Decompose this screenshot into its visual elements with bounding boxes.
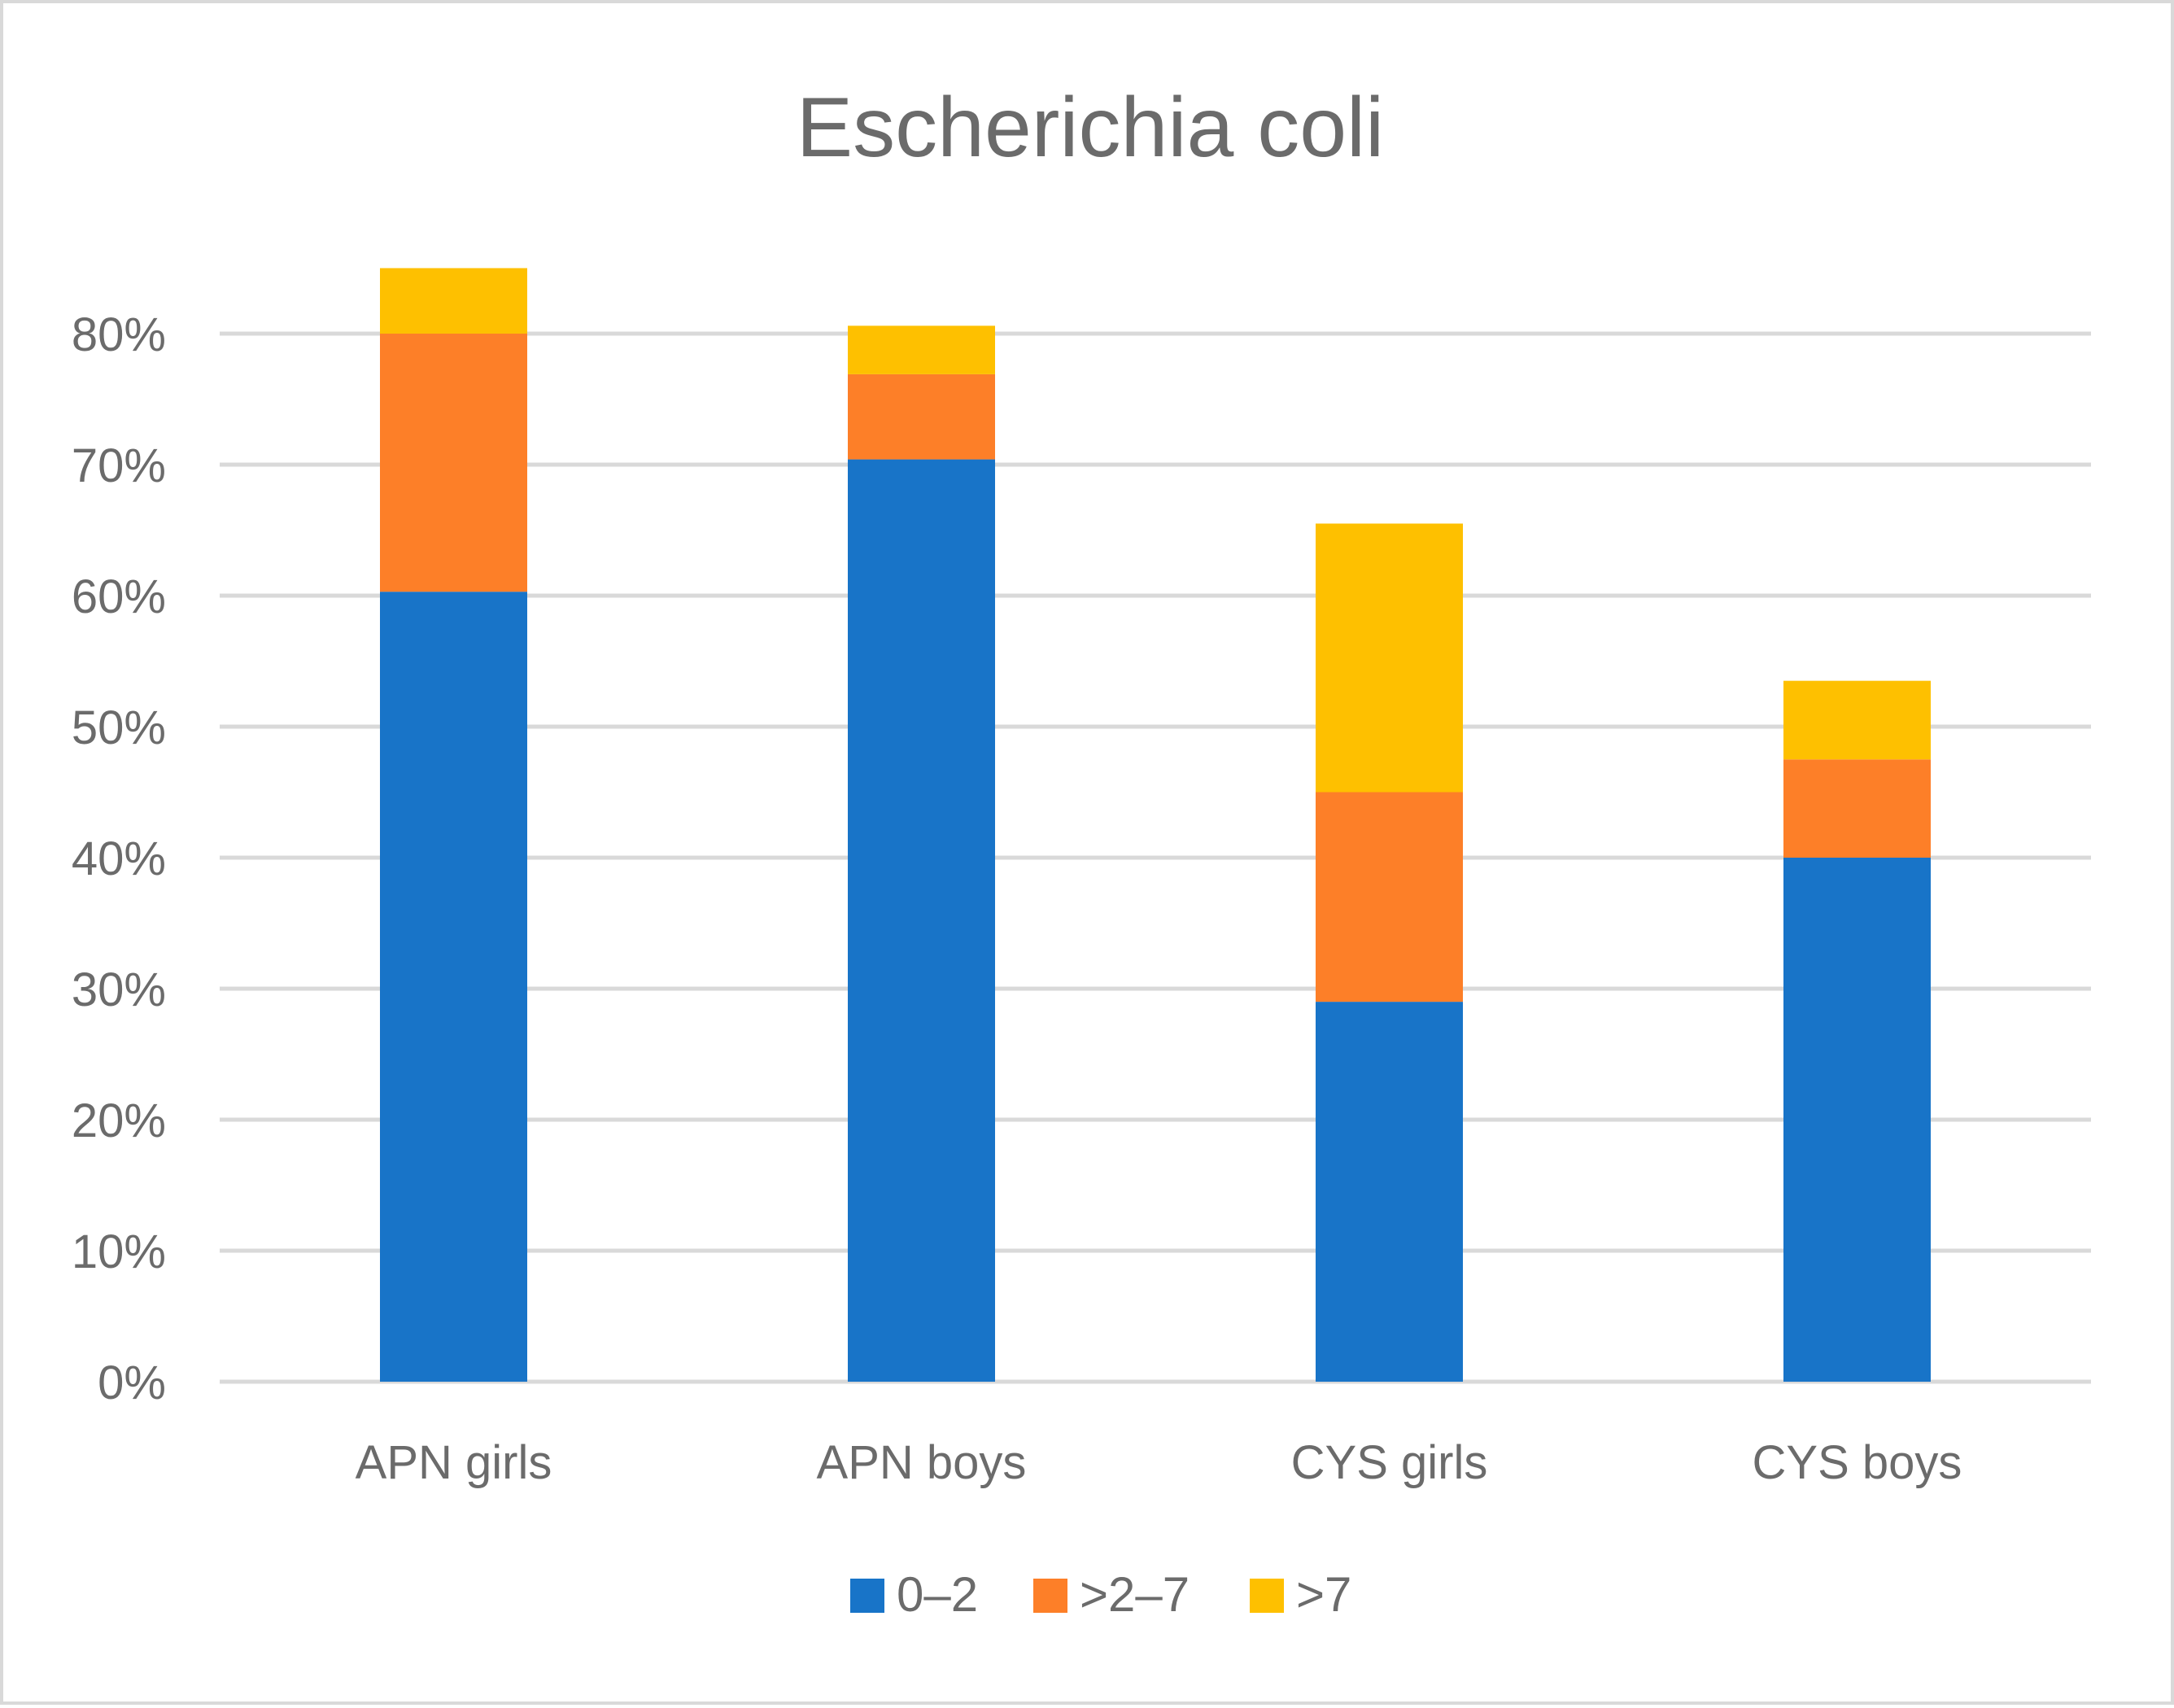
- bar-cys-girls-series-1: [1316, 792, 1463, 1003]
- x-tick-label: CYS girls: [1291, 1436, 1488, 1489]
- chart-title: Escherichia coli: [797, 81, 1385, 175]
- bars: [380, 268, 1931, 1382]
- bar-cys-girls-series-2: [1316, 523, 1463, 793]
- bar-apn-girls-series-1: [380, 334, 527, 592]
- bar-apn-girls-series-2: [380, 268, 527, 334]
- y-tick-label: 30%: [72, 963, 166, 1016]
- bar-apn-girls-series-0: [380, 592, 527, 1382]
- legend-swatch-2: [1250, 1579, 1284, 1613]
- x-tick-label: APN boys: [817, 1436, 1027, 1489]
- bar-cys-boys-series-0: [1783, 858, 1931, 1382]
- y-tick-label: 10%: [72, 1225, 166, 1278]
- bar-cys-boys-series-2: [1783, 680, 1931, 760]
- legend-label-1: >2–7: [1080, 1567, 1190, 1622]
- bar-cys-boys-series-1: [1783, 759, 1931, 858]
- y-tick-label: 40%: [72, 832, 166, 885]
- legend-label-2: >7: [1296, 1567, 1351, 1622]
- chart-svg: Escherichia coli 0% 10% 20% 30% 40% 50% 60% 70%…: [72, 81, 2091, 1622]
- bar-apn-boys-series-1: [848, 373, 995, 460]
- y-tick-label: 20%: [72, 1094, 166, 1147]
- x-axis-tick-labels: APN girls APN boys CYS girls CYS boys: [356, 1436, 1962, 1489]
- bar-apn-boys-series-0: [848, 459, 995, 1382]
- bar-apn-boys-series-2: [848, 325, 995, 374]
- y-tick-label: 80%: [72, 308, 166, 361]
- x-tick-label: CYS boys: [1753, 1436, 1962, 1489]
- y-tick-label: 60%: [72, 570, 166, 623]
- bar-cys-girls-series-0: [1316, 1002, 1463, 1382]
- legend-swatch-1: [1033, 1579, 1067, 1613]
- legend: 0–2 >2–7 >7: [850, 1567, 1351, 1622]
- legend-swatch-0: [850, 1579, 884, 1613]
- legend-label-0: 0–2: [897, 1567, 978, 1622]
- y-tick-label: 50%: [72, 701, 166, 754]
- x-tick-label: APN girls: [356, 1436, 552, 1489]
- y-tick-label: 0%: [98, 1356, 166, 1409]
- grid-lines: [220, 331, 2091, 1384]
- y-axis-tick-labels: 0% 10% 20% 30% 40% 50% 60% 70% 80%: [72, 308, 166, 1409]
- y-tick-label: 70%: [72, 439, 166, 492]
